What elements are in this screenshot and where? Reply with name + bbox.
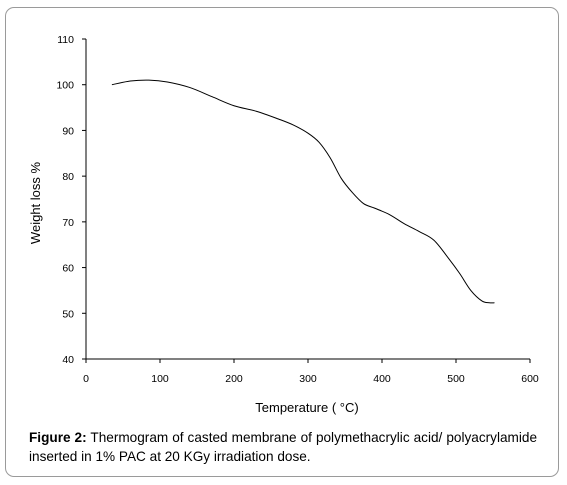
y-tick-label: 40 xyxy=(62,354,74,366)
figure-caption-label: Figure 2: xyxy=(29,430,87,445)
y-tick-label: 100 xyxy=(56,80,74,92)
x-tick-label: 400 xyxy=(373,373,391,385)
y-tick-label: 50 xyxy=(62,308,74,320)
x-tick-label: 600 xyxy=(521,373,539,385)
figure-caption: Figure 2: Thermogram of casted membrane … xyxy=(29,428,537,466)
y-tick-label: 70 xyxy=(62,217,74,229)
x-tick-label: 300 xyxy=(299,373,317,385)
x-tick-label: 200 xyxy=(225,373,243,385)
y-tick-label: 60 xyxy=(62,263,74,275)
x-tick-label: 500 xyxy=(447,373,465,385)
x-tick-label: 100 xyxy=(151,373,169,385)
figure-frame xyxy=(5,7,559,477)
chart-axes: 40 50 60 70 80 90 100 110 0 100 200 300 400 500 600 xyxy=(56,34,538,385)
chart-plot-area xyxy=(111,79,495,304)
y-tick-label: 110 xyxy=(57,34,74,46)
y-tick-label: 80 xyxy=(62,171,74,183)
y-tick-label: 90 xyxy=(62,125,74,137)
series-line-0 xyxy=(111,79,495,304)
x-tick-label: 0 xyxy=(83,373,89,385)
x-axis-title: Temperature ( °C) xyxy=(255,400,358,415)
figure-caption-text: Thermogram of casted membrane of polymet… xyxy=(29,430,538,464)
y-axis-title: Weight loss % xyxy=(28,162,43,245)
